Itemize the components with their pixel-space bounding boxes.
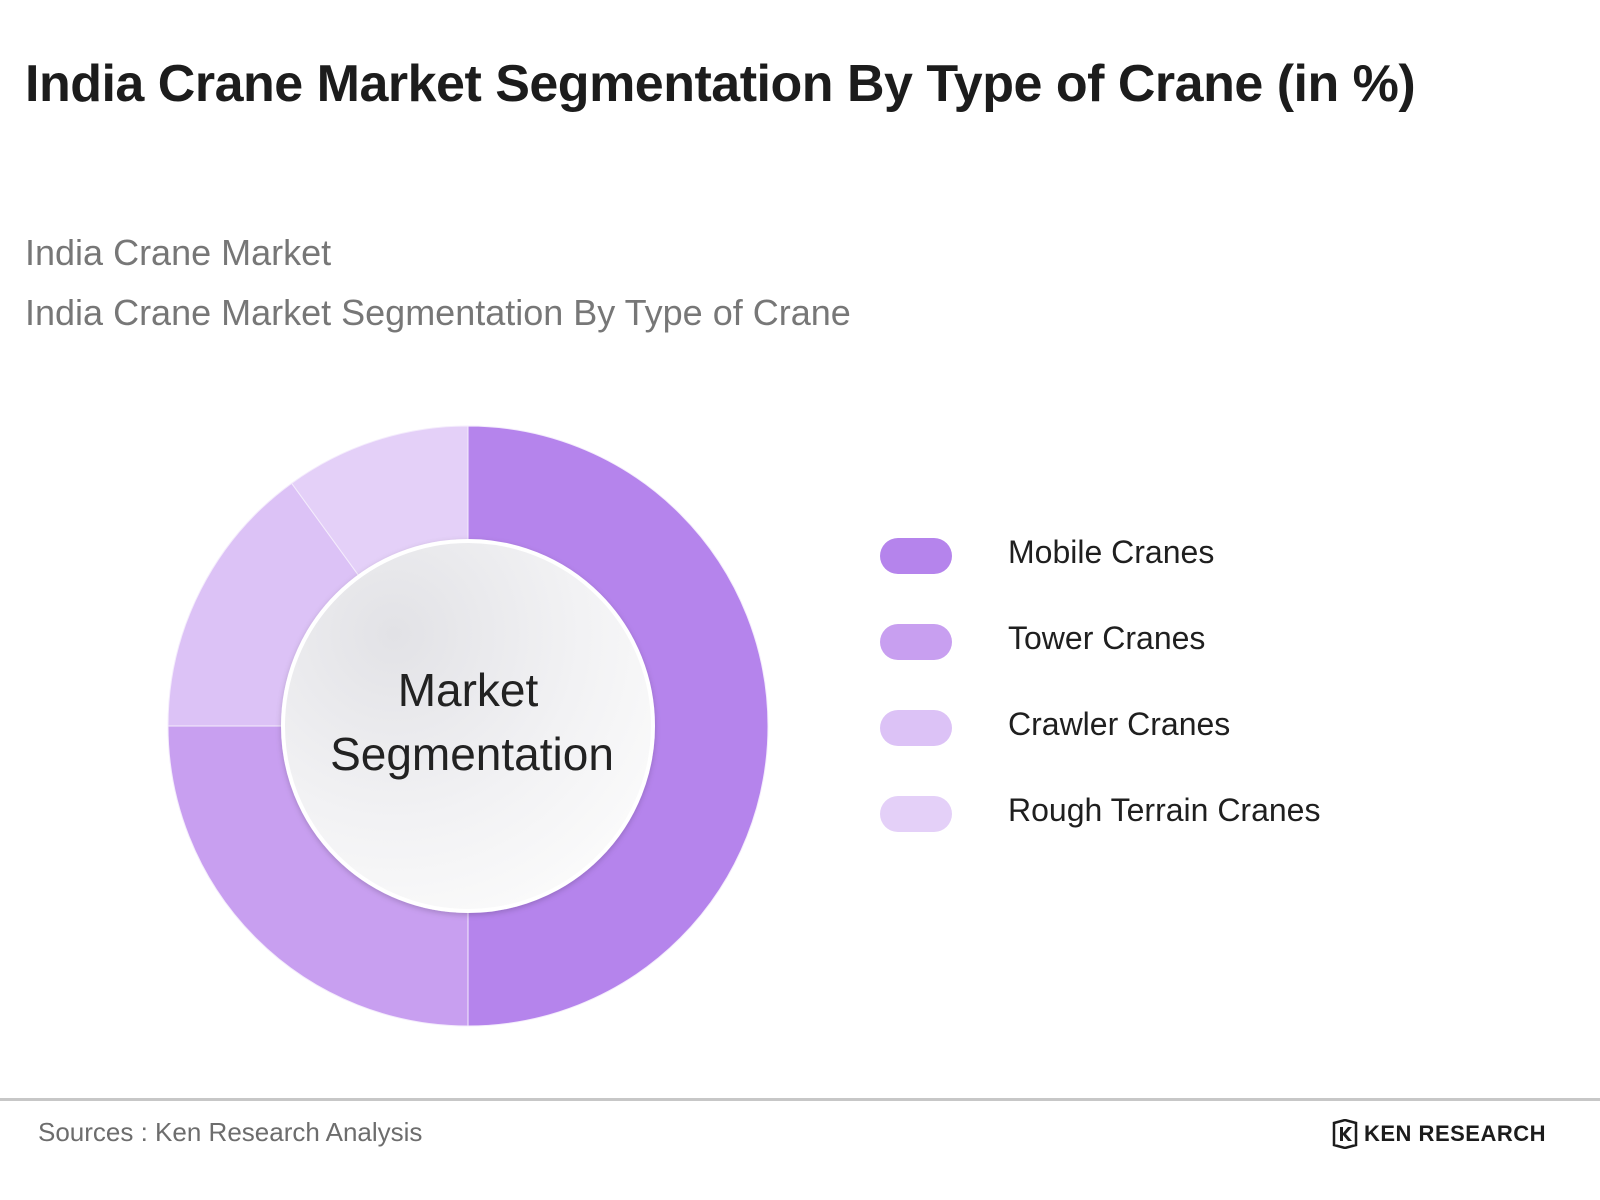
donut-center-label-line1: Market xyxy=(398,664,539,716)
legend-swatch xyxy=(880,796,952,832)
footer-divider xyxy=(0,1098,1600,1101)
donut-chart: Market Segmentation xyxy=(167,425,769,1027)
breadcrumb-market: India Crane Market xyxy=(25,232,332,273)
source-note: Sources : Ken Research Analysis xyxy=(38,1117,423,1147)
legend-label: Mobile Cranes xyxy=(1008,534,1215,570)
donut-center-label-line2: Segmentation xyxy=(330,728,614,780)
donut-center-disc xyxy=(281,539,655,913)
brand-name: KEN RESEARCH xyxy=(1364,1121,1547,1146)
legend-swatch xyxy=(880,710,952,746)
brand-logo: KEN RESEARCH xyxy=(1332,1118,1546,1150)
ken-research-logo-icon xyxy=(1332,1119,1358,1149)
legend-label: Rough Terrain Cranes xyxy=(1008,792,1321,828)
legend-label: Crawler Cranes xyxy=(1008,706,1231,742)
legend-label: Tower Cranes xyxy=(1008,620,1206,656)
page-title: India Crane Market Segmentation By Type … xyxy=(25,55,1416,113)
breadcrumb-segmentation: India Crane Market Segmentation By Type … xyxy=(25,292,851,333)
legend-swatch xyxy=(880,624,952,660)
legend-swatch xyxy=(880,538,952,574)
